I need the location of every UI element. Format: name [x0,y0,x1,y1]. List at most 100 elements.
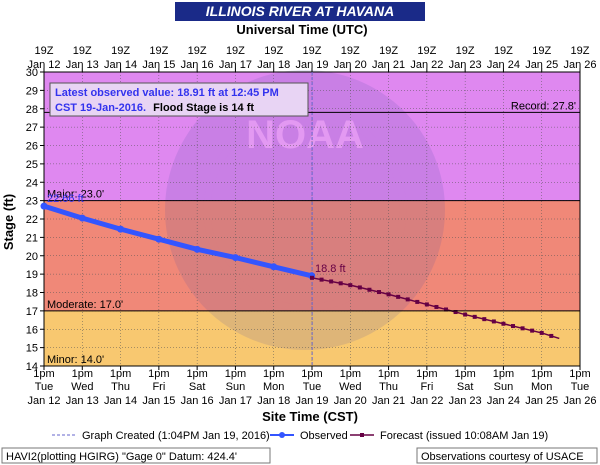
top-tick-date: Jan 18 [257,59,290,71]
bottom-tick-day: Sat [189,381,206,393]
bottom-tick-day: Tue [35,381,54,393]
forecast-point [511,324,515,329]
bottom-tick-day: Mon [263,381,284,393]
bottom-tick-date: Jan 14 [104,395,137,407]
threshold-label-major: Major: 23.0' [47,189,104,201]
top-tick-hour: 19Z [532,45,551,57]
bottom-tick-day: Wed [71,381,93,393]
bottom-tick-time: 1pm [416,368,437,380]
observed-point [78,214,86,222]
forecast-point [539,330,544,335]
forecast-point [396,294,401,299]
top-tick-hour: 19Z [341,45,360,57]
forecast-point [348,283,353,288]
top-tick-date: Jan 26 [563,59,596,71]
y-tick-label: 15 [26,343,38,355]
bottom-tick-date: Jan 12 [27,395,60,407]
bottom-tick-time: 1pm [378,368,399,380]
bottom-tick-time: 1pm [225,368,246,380]
observed-point [40,202,48,210]
forecast-point [338,281,343,286]
y-tick-label: 16 [26,324,38,336]
top-tick-hour: 19Z [417,45,436,57]
bottom-tick-date: Jan 13 [66,395,99,407]
legend-forecast: Forecast (issued 10:08AM Jan 19) [380,430,548,442]
footer-left: HAVI2(plotting HGIRG) "Gage 0" Datum: 42… [6,451,237,463]
top-tick-hour: 19Z [111,45,130,57]
observed-point [231,254,239,262]
top-tick-date: Jan 23 [449,59,482,71]
bottom-tick-day: Thu [379,381,398,393]
forecast-point [329,279,334,284]
top-tick-date: Jan 22 [410,59,443,71]
observed-point [270,263,278,271]
forecast-point [520,326,525,331]
latest-observed-box: Latest observed value: 18.91 ft at 12:45… [49,82,309,117]
top-tick-date: Jan 24 [487,59,520,71]
y-tick-label: 28 [26,104,38,116]
top-tick-hour: 19Z [379,45,398,57]
forecast-point [491,319,496,324]
bottom-tick-date: Jan 23 [449,395,482,407]
forecast-point [319,277,324,282]
y-tick-label: 24 [26,177,38,189]
bottom-tick-date: Jan 24 [487,395,520,407]
bottom-tick-date: Jan 21 [372,395,405,407]
watermark-text: NOAA [246,113,364,157]
bottom-tick-date: Jan 20 [334,395,367,407]
bottom-tick-time: 1pm [301,368,322,380]
legend: Graph Created (1:04PM Jan 19, 2016) Obse… [52,430,548,442]
bottom-tick-time: 1pm [454,368,475,380]
top-tick-date: Jan 13 [66,59,99,71]
top-tick-hour: 19Z [188,45,207,57]
threshold-label-moderate: Moderate: 17.0' [47,299,123,311]
y-tick-label: 23 [26,196,38,208]
y-tick-label: 18 [26,288,38,300]
top-tick-date: Jan 25 [525,59,558,71]
bottom-tick-day: Tue [303,381,322,393]
forecast-point [377,290,381,295]
legend-created: Graph Created (1:04PM Jan 19, 2016) [82,430,270,442]
forecast-point [434,304,439,309]
bottom-tick-time: 1pm [186,368,207,380]
top-tick-date: Jan 14 [104,59,137,71]
x-axis-title: Site Time (CST) [262,409,358,424]
bottom-tick-date: Jan 16 [181,395,214,407]
forecast-start-label: 18.8 ft [315,263,346,275]
forecast-point [310,275,314,280]
y-tick-label: 25 [26,159,38,171]
bottom-tick-time: 1pm [340,368,361,380]
top-tick-hour: 19Z [494,45,513,57]
bottom-tick-day: Thu [111,381,130,393]
top-tick-date: Jan 19 [295,59,328,71]
y-tick-label: 19 [26,269,38,281]
top-tick-hour: 19Z [149,45,168,57]
y-tick-label: 20 [26,251,38,263]
forecast-point [472,314,477,319]
footer: HAVI2(plotting HGIRG) "Gage 0" Datum: 42… [1,447,598,464]
footer-right: Observations courtesy of USACE [421,451,584,463]
legend-observed: Observed [300,430,348,442]
top-tick-hour: 19Z [264,45,283,57]
observed-point [193,245,201,253]
forecast-point [444,307,448,312]
bottom-tick-day: Mon [531,381,552,393]
bottom-tick-day: Sun [494,381,514,393]
bottom-tick-day: Sat [457,381,474,393]
bottom-tick-date: Jan 26 [563,395,596,407]
series-forecast [310,275,560,340]
bottom-tick-time: 1pm [493,368,514,380]
forecast-point [367,287,372,292]
y-tick-label: 21 [26,232,38,244]
top-tick-hour: 19Z [35,45,54,57]
top-tick-date: Jan 15 [142,59,175,71]
top-tick-date: Jan 12 [27,59,60,71]
top-tick-date: Jan 21 [372,59,405,71]
bottom-tick-date: Jan 15 [142,395,175,407]
top-tick-hour: 19Z [73,45,92,57]
bottom-tick-date: Jan 17 [219,395,252,407]
latest-line-2a: CST 19-Jan-2016. [55,102,146,114]
top-tick-date: Jan 17 [219,59,252,71]
y-tick-label: 17 [26,306,38,318]
